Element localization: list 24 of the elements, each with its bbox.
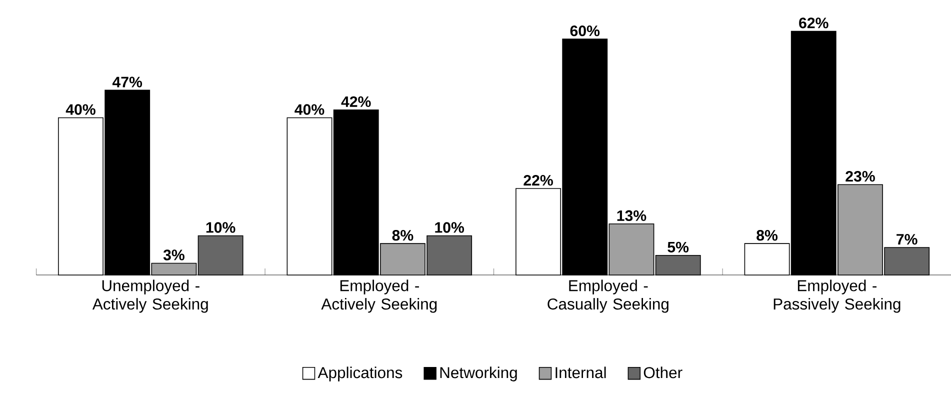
data-label: 3% <box>163 250 184 260</box>
data-label: 42% <box>341 96 371 108</box>
data-label: 40% <box>294 104 324 115</box>
data-label: 13% <box>617 210 646 222</box>
data-label: 10% <box>206 222 236 233</box>
x-tick-label: Unemployed - Actively Seeking <box>92 280 208 313</box>
data-label: 60% <box>570 26 600 36</box>
data-label: 22% <box>524 175 553 186</box>
legend-label: Other <box>644 366 682 378</box>
legend-label: Internal <box>556 366 606 378</box>
x-tick-label: Employed - Casually Seeking <box>548 280 668 313</box>
x-tick-label: Employed - Actively Seeking <box>321 280 437 313</box>
data-label: 7% <box>896 234 918 245</box>
legend-label: Applications <box>318 366 402 382</box>
data-label: 10% <box>435 222 464 233</box>
legend-label: Networking <box>440 366 517 382</box>
data-label: 62% <box>799 18 828 28</box>
data-label: 8% <box>392 230 414 241</box>
data-label: 47% <box>112 76 142 88</box>
data-label: 23% <box>846 171 875 182</box>
data-label: 40% <box>66 104 96 115</box>
x-tick-label: Employed - Passively Seeking <box>774 280 900 313</box>
data-label: 5% <box>668 242 689 253</box>
data-label: 8% <box>756 230 778 241</box>
